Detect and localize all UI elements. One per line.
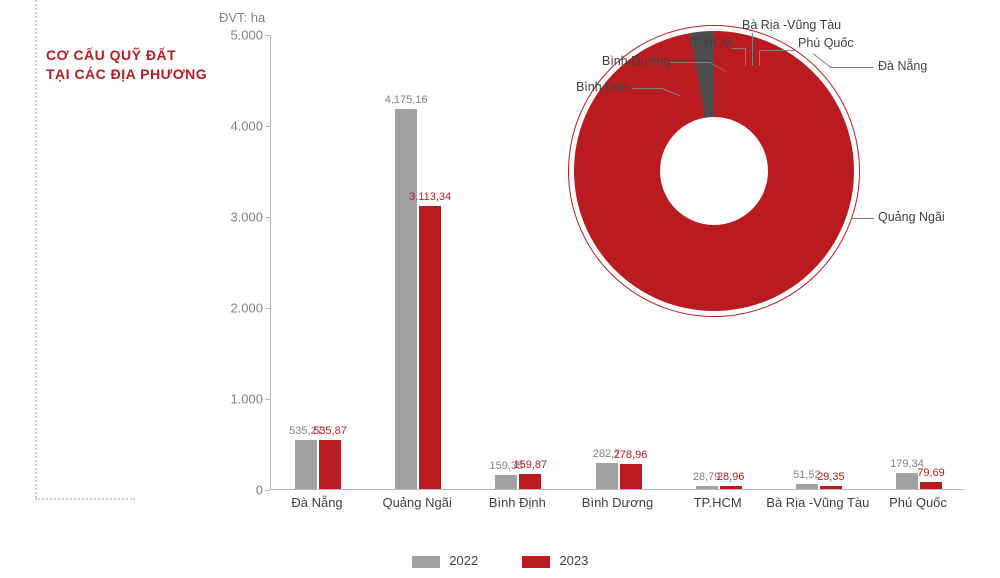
bar-2022: 28,79 [696,486,718,489]
donut-leader-line [632,88,662,89]
bar-2022: 535,27 [295,440,317,489]
bar-value-label: 535,87 [313,425,347,437]
title-line-2: TẠI CÁC ĐỊA PHƯƠNG [46,65,207,84]
bar-value-label: 79,69 [917,467,945,479]
bar-2023: 159,87 [519,474,541,489]
x-category-label: Đà Nẵng [291,495,342,510]
bar-group: 179,3479,69 [884,34,954,489]
donut-label-binh-dinh: Bình Định [576,80,631,94]
x-category-label: Bà Rịa -Vũng Tàu [766,495,869,510]
x-category-label: Quảng Ngãi [382,495,451,510]
bar-2022: 51,52 [796,484,818,489]
decorative-dotted-line-v [35,0,37,498]
donut-leader-line [852,218,874,219]
y-tick-mark [265,490,270,491]
bar-group: 4.175,163.113,34 [383,34,453,489]
donut-label-quang-ngai: Quảng Ngãi [878,210,945,224]
y-tick-label: 2.000 [230,301,263,316]
y-tick-mark [265,308,270,309]
donut-label-phu-quoc: Phú Quốc [798,36,854,50]
donut-label-binh-duong: Bình Dương [602,54,671,68]
y-tick-label: 0 [256,483,263,498]
page-title: CƠ CẤU QUỸ ĐẤT TẠI CÁC ĐỊA PHƯƠNG [46,46,207,84]
legend: 2022 2023 [0,553,1000,568]
legend-swatch-2022 [412,556,440,568]
legend-item-2023: 2023 [522,553,589,568]
y-tick-mark [265,35,270,36]
donut-hole [660,117,768,225]
bar-2023: 28,96 [720,486,742,489]
y-tick-label: 3.000 [230,210,263,225]
bar-2023: 3.113,34 [419,206,441,489]
bar-value-label: 4.175,16 [385,94,428,106]
title-line-1: CƠ CẤU QUỸ ĐẤT [46,46,207,65]
y-tick-mark [265,217,270,218]
bar-value-label: 159,87 [514,459,548,471]
x-category-label: Bình Định [489,495,546,510]
donut-leader-line [759,50,795,51]
donut-chart [568,25,860,317]
bar-2023: 29,35 [820,486,842,489]
x-category-label: Bình Dương [582,495,653,510]
legend-swatch-2023 [522,556,550,568]
donut-leader-line [670,62,710,63]
legend-label-2022: 2022 [449,553,478,568]
bar-2022: 282,7 [596,463,618,489]
bar-2023: 79,69 [920,482,942,489]
x-category-label: Phú Quốc [889,495,947,510]
unit-label: ĐVT: ha [219,10,265,25]
donut-leader-line [745,48,746,66]
bar-value-label: 278,96 [614,449,648,461]
bar-value-label: 29,35 [817,471,845,483]
y-tick-mark [265,399,270,400]
donut-leader-line [732,48,745,49]
y-tick-label: 5.000 [230,28,263,43]
decorative-dotted-line-h [35,498,135,500]
bar-2023: 535,87 [319,440,341,489]
donut-label-brvt: Bà Rịa -Vũng Tàu [742,18,841,32]
bar-2022: 179,34 [896,473,918,489]
donut-label-tphcm: TP.HCM [686,36,732,50]
donut-leader-line [752,33,753,66]
x-category-label: TP.HCM [694,495,742,510]
legend-item-2022: 2022 [412,553,479,568]
bar-2022: 159,35 [495,475,517,490]
bar-value-label: 28,96 [717,471,745,483]
y-tick-mark [265,126,270,127]
y-tick-label: 4.000 [230,119,263,134]
bar-group: 535,27535,87 [283,34,353,489]
y-tick-label: 1.000 [230,392,263,407]
bar-2023: 278,96 [620,464,642,489]
donut-leader-line [830,67,874,68]
donut-label-da-nang: Đà Nẵng [878,59,927,73]
donut-leader-line [759,50,760,66]
bar-2022: 4.175,16 [395,109,417,489]
bar-group: 159,35159,87 [483,34,553,489]
legend-label-2023: 2023 [559,553,588,568]
bar-value-label: 3.113,34 [409,191,451,203]
